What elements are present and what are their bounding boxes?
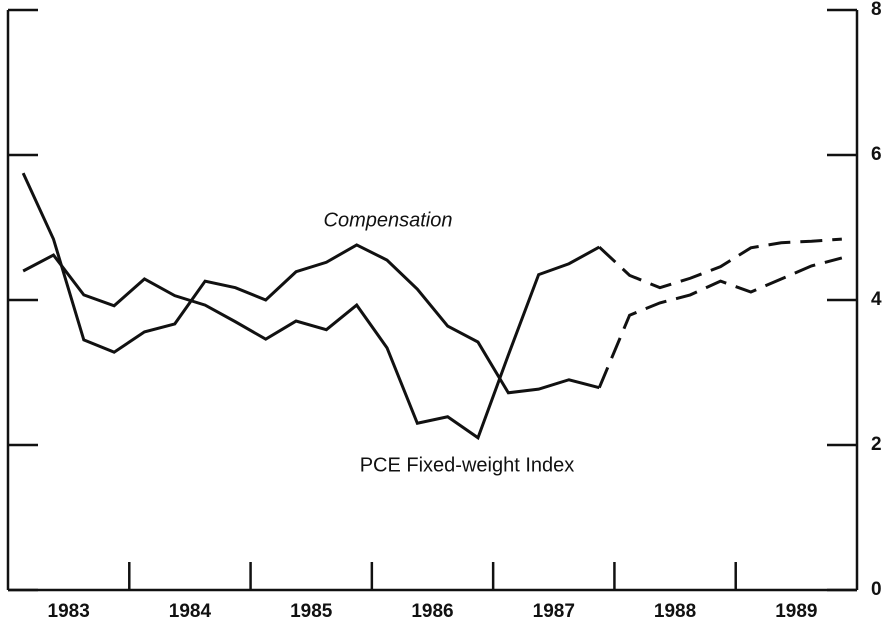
x-tick-label: 1983 [48,601,90,622]
x-tick-label: 1988 [654,601,696,622]
x-tick-label: 1986 [411,601,453,622]
y-tick-label: 2 [871,434,882,455]
series-line [21,172,600,395]
y-tick-label: 0 [871,579,882,600]
x-tick-label: 1985 [290,601,333,622]
series-annotation: PCE Fixed-weight Index [360,454,575,476]
series-line [22,245,600,441]
x-tick-label: 1984 [169,601,212,622]
series-annotation: Compensation [324,209,453,231]
y-tick-label: 8 [871,0,882,20]
series-line [598,237,842,290]
x-tick-label: 1989 [775,601,817,622]
series-line [597,256,843,389]
x-tick-label: 1987 [533,601,575,622]
y-tick-label: 6 [871,144,882,165]
y-tick-label: 4 [871,289,882,310]
